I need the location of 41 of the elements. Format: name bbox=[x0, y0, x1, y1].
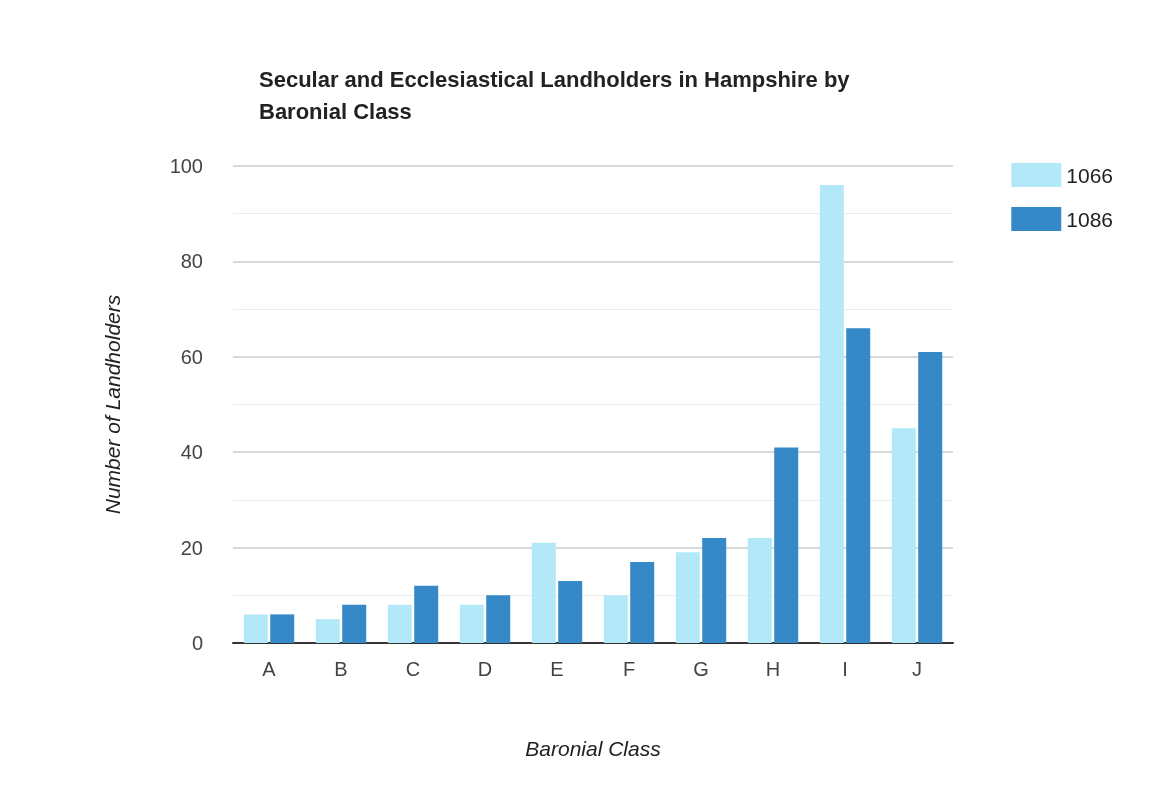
y-tick-label: 100 bbox=[169, 155, 203, 177]
bar bbox=[675, 552, 700, 643]
y-tick-label: 20 bbox=[180, 536, 203, 559]
x-tick-label: D bbox=[477, 658, 493, 680]
bar bbox=[486, 595, 511, 643]
bar bbox=[414, 585, 439, 643]
bar bbox=[891, 428, 916, 643]
bar bbox=[630, 561, 655, 643]
x-tick-label: F bbox=[622, 658, 636, 680]
legend-label: 1066 bbox=[1066, 163, 1113, 187]
x-tick-label: J bbox=[912, 658, 922, 680]
x-tick-label: A bbox=[262, 658, 277, 680]
bar bbox=[603, 595, 628, 643]
bar bbox=[387, 604, 412, 643]
bar bbox=[243, 614, 268, 643]
bar bbox=[918, 352, 943, 643]
bar bbox=[342, 604, 367, 643]
bar bbox=[846, 328, 871, 643]
y-tick-label: 80 bbox=[180, 250, 203, 273]
bar bbox=[558, 580, 583, 643]
x-axis-title: Baronial Class bbox=[525, 737, 662, 760]
bar bbox=[747, 538, 772, 643]
bar bbox=[270, 614, 295, 643]
y-tick-label: 60 bbox=[180, 345, 203, 368]
bar bbox=[702, 538, 727, 643]
x-tick-label: E bbox=[550, 658, 564, 680]
x-tick-label: I bbox=[842, 658, 848, 680]
y-tick-label: 40 bbox=[180, 441, 203, 464]
chart-title: Secular and Ecclesiastical Landholders in Hampshire by Baronial Class bbox=[259, 66, 851, 124]
bar bbox=[774, 447, 799, 643]
bar bbox=[819, 185, 844, 643]
x-tick-label: B bbox=[334, 658, 348, 680]
y-tick-label: 0 bbox=[191, 632, 203, 654]
x-tick-label: G bbox=[693, 658, 709, 680]
bar bbox=[459, 604, 484, 643]
x-tick-label: C bbox=[405, 658, 421, 680]
y-axis-title: Number of Landholders bbox=[101, 294, 124, 515]
legend-label: 1086 bbox=[1066, 207, 1113, 231]
bar bbox=[531, 542, 556, 643]
x-tick-label: H bbox=[765, 658, 781, 680]
bar bbox=[315, 619, 340, 643]
